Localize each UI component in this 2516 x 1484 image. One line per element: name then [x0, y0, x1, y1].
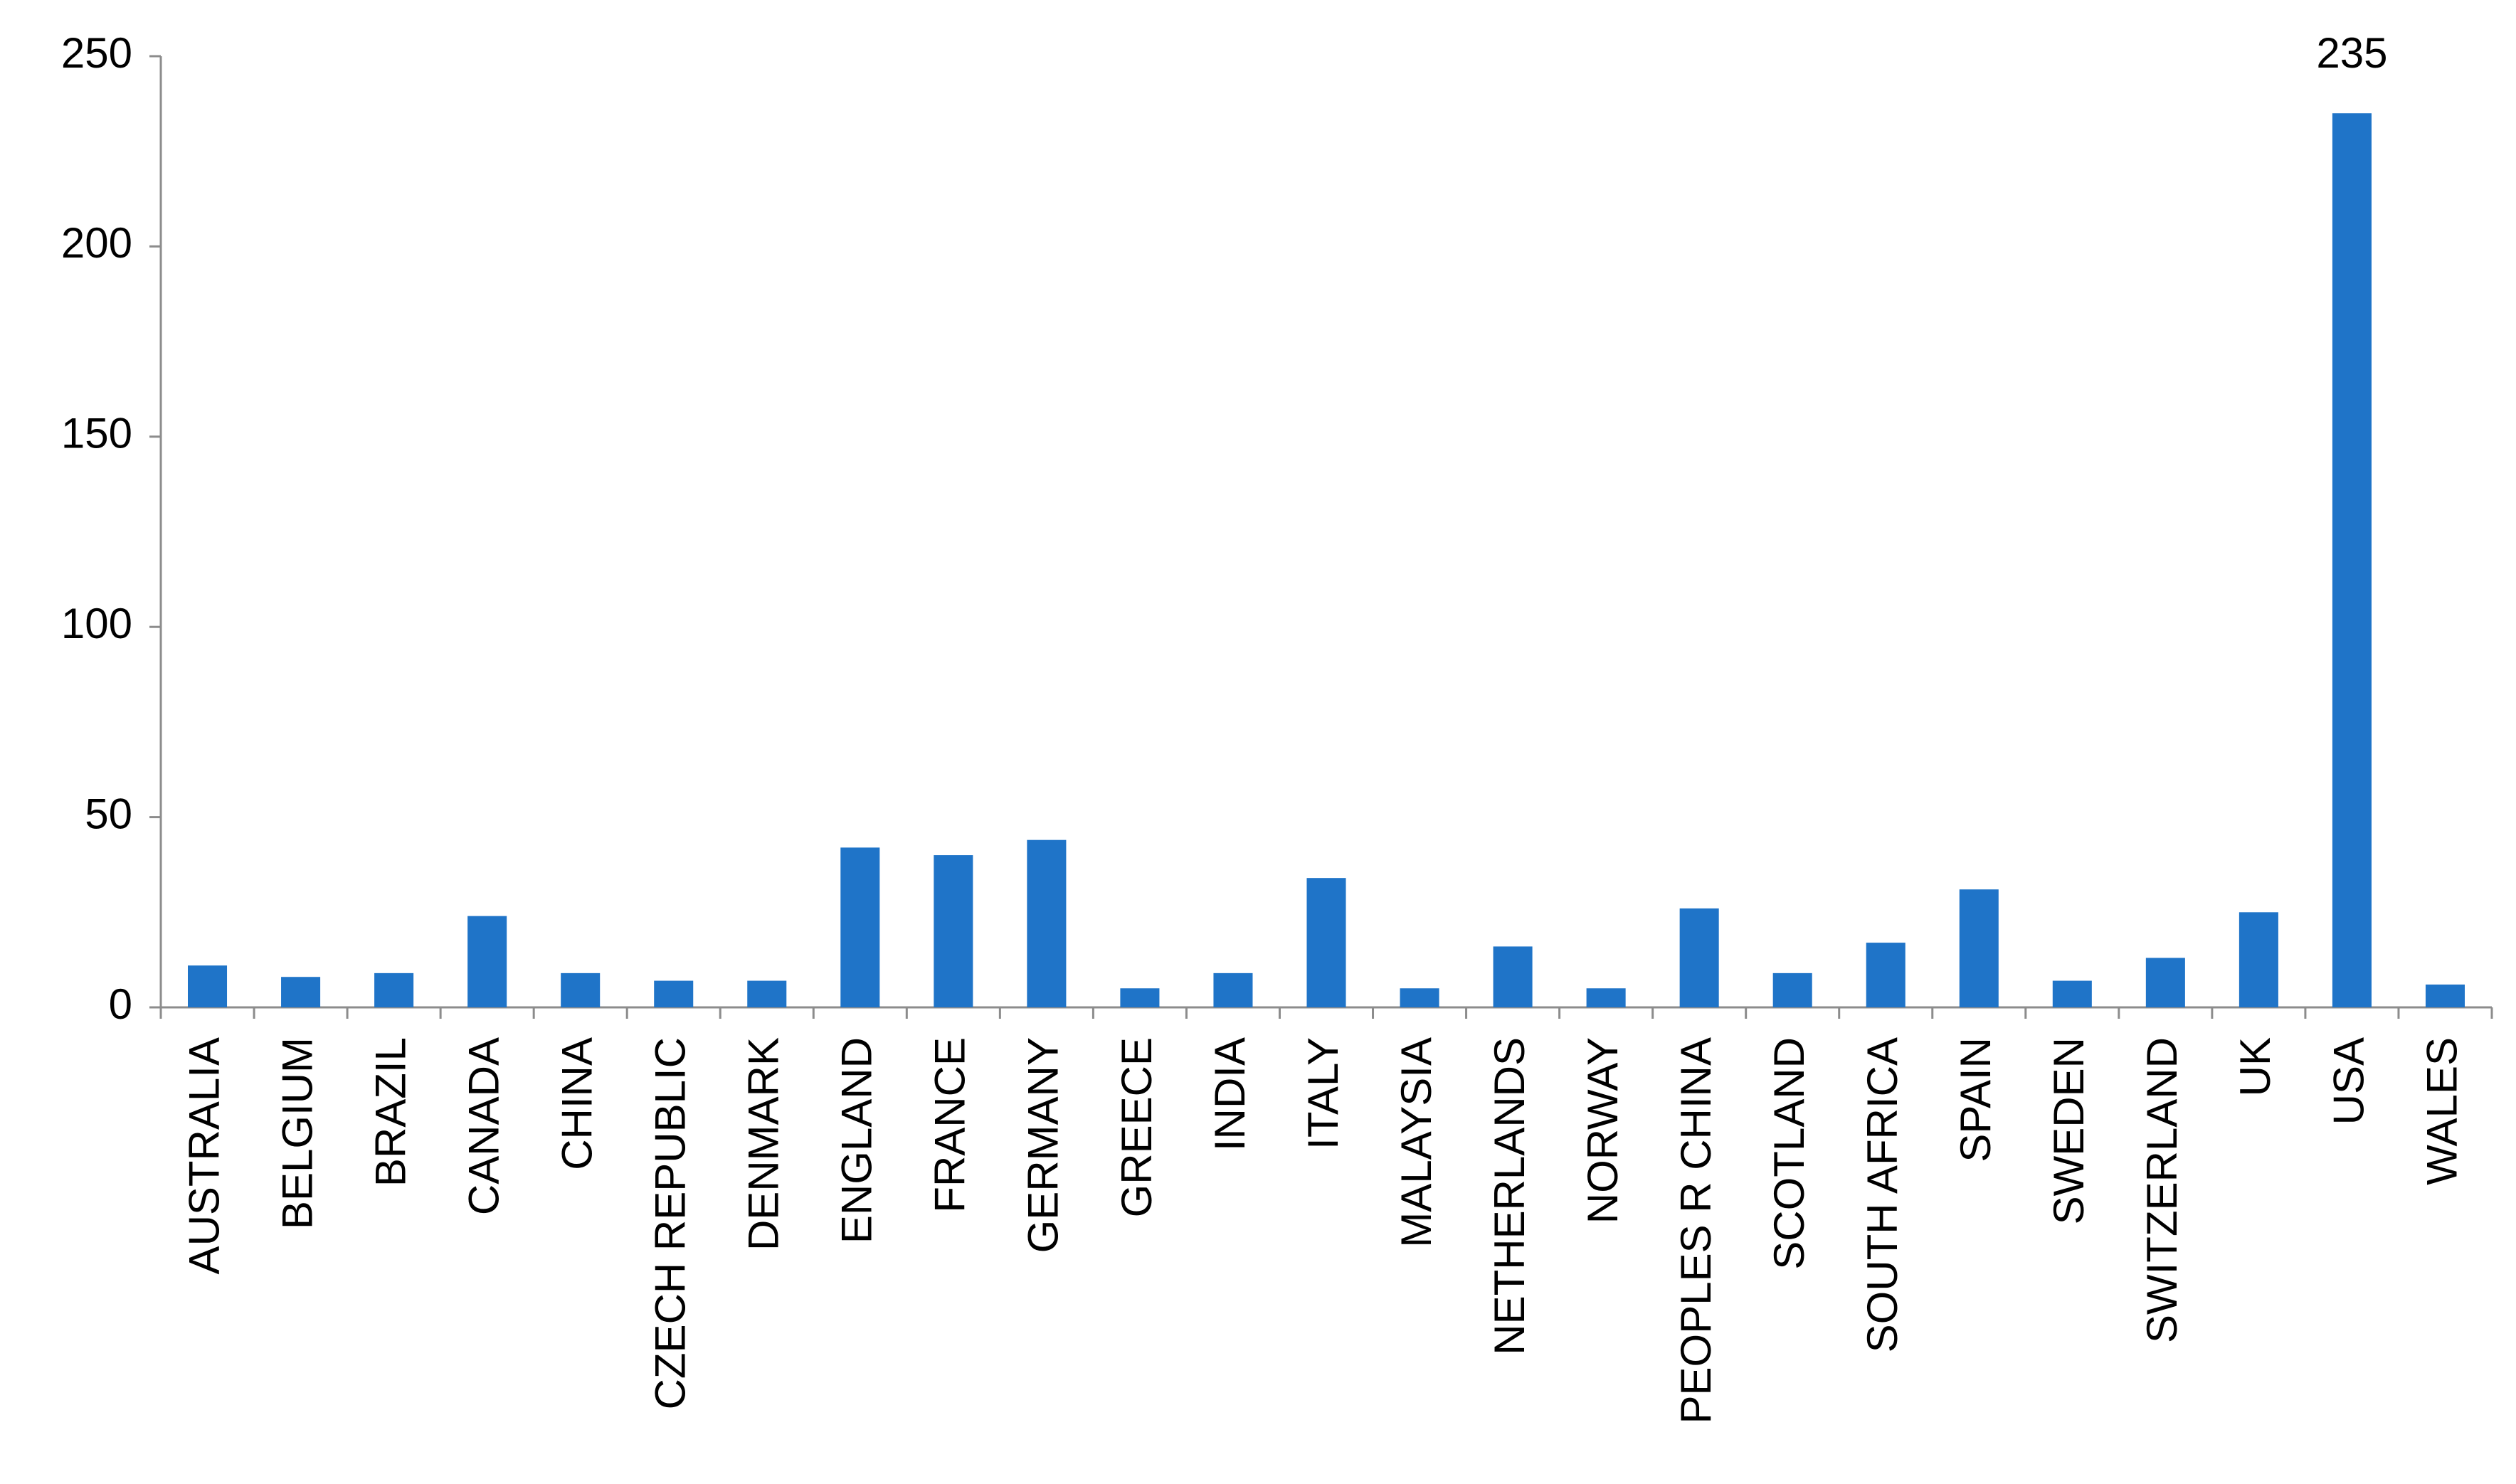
- y-tick-label: 150: [61, 410, 132, 457]
- bar: [1772, 972, 1812, 1007]
- bar: [188, 965, 228, 1007]
- y-tick-label: 200: [61, 219, 132, 267]
- x-tick-label: GERMANY: [1020, 1037, 1067, 1253]
- x-tick-label: INDIA: [1206, 1037, 1254, 1151]
- x-tick-label: CHINA: [554, 1037, 601, 1170]
- bar: [1120, 988, 1160, 1007]
- bar: [2332, 113, 2372, 1008]
- x-tick-label: BRAZIL: [366, 1037, 414, 1187]
- value-label: 235: [2316, 29, 2387, 77]
- x-tick-label: MALAYSIA: [1392, 1037, 1440, 1248]
- x-tick-label: SOUTH AFRICA: [1859, 1037, 1906, 1352]
- y-tick-label: 50: [85, 790, 132, 837]
- bar: [840, 847, 880, 1007]
- x-tick-label: CZECH REPUBLIC: [647, 1037, 694, 1409]
- x-tick-label: SWEDEN: [2045, 1037, 2093, 1224]
- bar: [654, 980, 694, 1007]
- x-tick-label: PEOPLES R CHINA: [1672, 1037, 1720, 1424]
- bar: [2425, 984, 2465, 1007]
- bar: [934, 855, 973, 1007]
- bar: [2145, 958, 2185, 1007]
- bar: [2052, 980, 2092, 1007]
- y-tick-label: 100: [61, 600, 132, 647]
- bar: [1679, 908, 1719, 1007]
- y-tick-label: 0: [109, 980, 132, 1028]
- x-tick-label: DENMARK: [740, 1037, 788, 1251]
- x-tick-label: WALES: [2418, 1037, 2465, 1185]
- bar: [281, 977, 321, 1007]
- bar: [1586, 988, 1626, 1007]
- bar: [467, 916, 507, 1007]
- x-tick-label: CANADA: [460, 1037, 507, 1215]
- bar: [1866, 943, 1906, 1007]
- x-tick-label: GREECE: [1113, 1037, 1161, 1217]
- x-tick-label: SPAIN: [1952, 1037, 1999, 1162]
- x-tick-label: BELGIUM: [273, 1037, 321, 1229]
- bar: [1400, 988, 1439, 1007]
- x-tick-label: AUSTRALIA: [180, 1037, 228, 1274]
- x-tick-label: FRANCE: [926, 1037, 974, 1213]
- bar: [561, 972, 601, 1007]
- x-tick-label: ENGLAND: [833, 1037, 881, 1244]
- x-tick-label: NORWAY: [1579, 1037, 1627, 1224]
- x-tick-label: SWITZERLAND: [2138, 1037, 2186, 1343]
- bar: [1306, 878, 1346, 1007]
- x-tick-label: NETHERLANDS: [1486, 1037, 1533, 1355]
- bar: [747, 980, 787, 1007]
- x-tick-label: UK: [2231, 1037, 2279, 1096]
- bar: [1959, 889, 1999, 1007]
- bar: [1213, 972, 1253, 1007]
- x-tick-label: SCOTLAND: [1765, 1037, 1813, 1270]
- x-tick-label: ITALY: [1299, 1037, 1347, 1150]
- bar: [2238, 912, 2278, 1007]
- bar: [1493, 946, 1533, 1007]
- bar: [1027, 839, 1067, 1007]
- x-tick-label: USA: [2325, 1037, 2372, 1125]
- bar: [374, 972, 414, 1007]
- y-tick-label: 250: [61, 29, 132, 77]
